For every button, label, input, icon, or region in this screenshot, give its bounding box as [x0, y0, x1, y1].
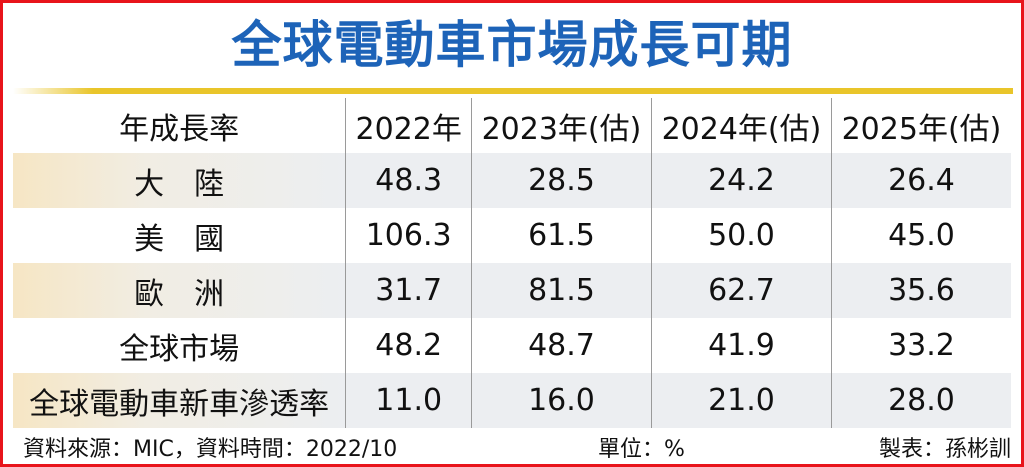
value-cell: 50.0	[650, 208, 832, 263]
value-cell: 45.0	[830, 208, 1011, 263]
header-cell: 2024年(估)	[650, 98, 832, 153]
header-cell: 2023年(估)	[470, 98, 652, 153]
value-cell: 21.0	[650, 373, 832, 428]
value-cell: 41.9	[650, 318, 832, 373]
header-cell: 年成長率	[119, 111, 240, 147]
header-cell: 2022年	[345, 98, 472, 153]
value-cell: 106.3	[345, 208, 472, 263]
footer: 資料來源：MIC，資料時間：2022/10 單位：% 製表：孫彬訓	[23, 431, 1011, 467]
value-cell: 81.5	[470, 263, 652, 318]
growth-table: 年成長率 2022年 2023年(估) 2024年(估) 2025年(估) 大 …	[13, 98, 1011, 428]
value-cell: 48.3	[345, 153, 472, 208]
table-header-row: 年成長率 2022年 2023年(估) 2024年(估) 2025年(估)	[13, 98, 1011, 153]
value-cell: 33.2	[830, 318, 1011, 373]
row-label: 大 陸	[13, 153, 346, 208]
title-divider	[13, 88, 1013, 94]
source-note: 資料來源：MIC，資料時間：2022/10	[23, 437, 398, 462]
value-cell: 61.5	[470, 208, 652, 263]
author-note: 製表：孫彬訓	[878, 437, 1011, 462]
value-cell: 28.5	[470, 153, 652, 208]
header-cell: 2025年(估)	[830, 98, 1011, 153]
table-row: 歐 洲 31.7 81.5 62.7 35.6	[13, 263, 1011, 318]
value-cell: 62.7	[650, 263, 832, 318]
value-cell: 28.0	[830, 373, 1011, 428]
value-cell: 35.6	[830, 263, 1011, 318]
unit-note: 單位：%	[598, 437, 685, 462]
value-cell: 48.7	[470, 318, 652, 373]
value-cell: 48.2	[345, 318, 472, 373]
value-cell: 11.0	[345, 373, 472, 428]
row-label: 歐 洲	[13, 263, 346, 318]
row-label: 美 國	[134, 221, 225, 257]
table-row: 全球市場 48.2 48.7 41.9 33.2	[13, 318, 1011, 373]
value-cell: 16.0	[470, 373, 652, 428]
row-label: 全球市場	[119, 331, 240, 367]
table-row: 大 陸 48.3 28.5 24.2 26.4	[13, 153, 1011, 208]
page-title: 全球電動車市場成長可期	[231, 16, 793, 74]
table-row: 全球電動車新車滲透率 11.0 16.0 21.0 28.0	[13, 373, 1011, 428]
row-label: 全球電動車新車滲透率	[13, 373, 346, 428]
value-cell: 31.7	[345, 263, 472, 318]
value-cell: 26.4	[830, 153, 1011, 208]
table-row: 美 國 106.3 61.5 50.0 45.0	[13, 208, 1011, 263]
value-cell: 24.2	[650, 153, 832, 208]
